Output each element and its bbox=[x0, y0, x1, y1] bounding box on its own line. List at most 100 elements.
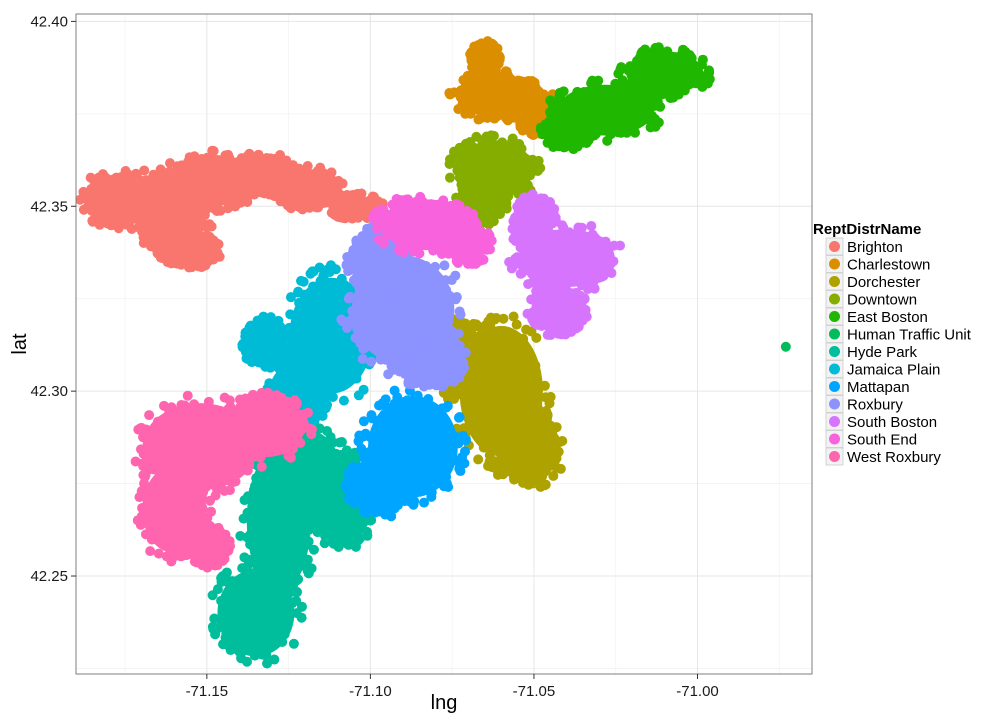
series-south-boston bbox=[504, 189, 626, 340]
data-point bbox=[589, 283, 600, 294]
data-point bbox=[338, 395, 349, 406]
data-point bbox=[458, 423, 469, 434]
data-point bbox=[477, 143, 488, 154]
data-point bbox=[256, 187, 267, 198]
data-point bbox=[156, 465, 167, 476]
data-point bbox=[275, 157, 286, 168]
data-point bbox=[209, 203, 220, 214]
data-point bbox=[423, 394, 434, 405]
data-point bbox=[453, 104, 464, 115]
data-point bbox=[236, 653, 247, 664]
data-point bbox=[581, 311, 592, 322]
data-point bbox=[314, 423, 325, 434]
data-point bbox=[329, 531, 340, 542]
data-point bbox=[171, 451, 182, 462]
data-point bbox=[453, 161, 464, 172]
data-point bbox=[336, 273, 347, 284]
data-point bbox=[321, 521, 332, 532]
data-point bbox=[380, 509, 391, 520]
data-point bbox=[270, 171, 281, 182]
data-point bbox=[460, 347, 471, 358]
data-point bbox=[343, 537, 354, 548]
data-point bbox=[193, 194, 204, 205]
data-point bbox=[206, 475, 217, 486]
data-point bbox=[478, 325, 489, 336]
data-point bbox=[513, 212, 524, 223]
data-point bbox=[553, 322, 564, 333]
data-point bbox=[192, 522, 203, 533]
data-point bbox=[185, 548, 196, 559]
legend-item: Brighton bbox=[825, 237, 903, 256]
data-point bbox=[294, 297, 305, 308]
data-point bbox=[193, 202, 204, 213]
data-point bbox=[224, 153, 235, 164]
legend-item: South Boston bbox=[825, 412, 937, 431]
data-point bbox=[615, 64, 626, 75]
data-point bbox=[176, 399, 187, 410]
data-point bbox=[266, 490, 277, 501]
data-point bbox=[234, 452, 245, 463]
data-point bbox=[446, 437, 457, 448]
data-point bbox=[148, 424, 159, 435]
data-point bbox=[224, 395, 235, 406]
data-point bbox=[176, 259, 187, 270]
data-point bbox=[366, 356, 377, 367]
series-human-traffic-unit bbox=[780, 341, 791, 352]
legend-label: South End bbox=[847, 432, 917, 449]
data-point bbox=[138, 449, 149, 460]
y-tick-label: 42.40 bbox=[30, 13, 68, 30]
data-point bbox=[449, 146, 460, 157]
data-point bbox=[139, 193, 150, 204]
data-point bbox=[156, 173, 167, 184]
data-point bbox=[507, 136, 518, 147]
data-point bbox=[471, 173, 482, 184]
data-point bbox=[550, 422, 561, 433]
data-point bbox=[241, 339, 252, 350]
data-point bbox=[540, 392, 551, 403]
data-point bbox=[274, 330, 285, 341]
legend-item: Human Traffic Unit bbox=[825, 325, 972, 344]
data-point bbox=[168, 237, 179, 248]
data-point bbox=[202, 520, 213, 531]
data-point bbox=[531, 383, 542, 394]
data-point bbox=[139, 165, 150, 176]
data-point bbox=[642, 108, 653, 119]
data-point bbox=[453, 412, 464, 423]
data-point bbox=[320, 531, 331, 542]
data-point bbox=[405, 489, 416, 500]
data-point bbox=[338, 376, 349, 387]
data-point bbox=[259, 556, 270, 567]
data-point bbox=[780, 341, 791, 352]
data-point bbox=[85, 172, 96, 183]
data-point bbox=[180, 468, 191, 479]
data-point bbox=[586, 220, 597, 231]
data-point bbox=[242, 507, 253, 518]
data-point bbox=[326, 382, 337, 393]
data-point bbox=[389, 407, 400, 418]
legend-key-dot bbox=[829, 346, 840, 357]
data-point bbox=[629, 67, 640, 78]
data-point bbox=[292, 311, 303, 322]
data-point bbox=[219, 181, 230, 192]
x-tick-label: -71.05 bbox=[513, 683, 556, 700]
data-point bbox=[139, 177, 150, 188]
data-point bbox=[679, 85, 690, 96]
data-point bbox=[193, 261, 204, 272]
data-point bbox=[355, 533, 366, 544]
data-point bbox=[256, 387, 267, 398]
data-point bbox=[495, 459, 506, 470]
data-point bbox=[231, 465, 242, 476]
data-point bbox=[473, 382, 484, 393]
data-point bbox=[685, 58, 696, 69]
legend-label: West Roxbury bbox=[847, 449, 941, 466]
data-point bbox=[637, 52, 648, 63]
legend-key-dot bbox=[829, 433, 840, 445]
data-point bbox=[650, 121, 661, 132]
data-point bbox=[169, 406, 180, 417]
data-point bbox=[609, 240, 620, 251]
data-point bbox=[255, 452, 266, 463]
x-axis-ticks: -71.15 -71.10 -71.05 -71.00 bbox=[186, 674, 719, 700]
data-point bbox=[319, 393, 330, 404]
data-point bbox=[358, 384, 369, 395]
data-point bbox=[415, 479, 426, 490]
